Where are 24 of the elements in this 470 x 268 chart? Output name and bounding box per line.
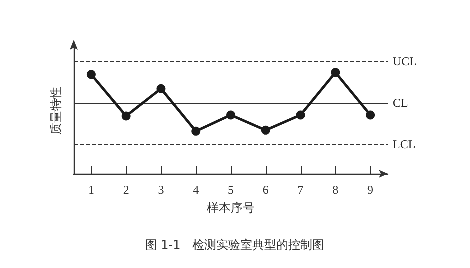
- x-tick-label: 1: [88, 183, 94, 197]
- x-tick-label: 7: [298, 183, 304, 197]
- x-tick-label: 4: [193, 183, 200, 197]
- ref-line-label: CL: [393, 96, 408, 110]
- point: [192, 126, 201, 136]
- x-tick-label: 2: [123, 183, 130, 197]
- ref-line-label: LCL: [393, 138, 416, 152]
- point: [86, 70, 96, 80]
- x-tick-label: 6: [262, 183, 269, 197]
- y-axis-title: 质量特性: [49, 87, 63, 135]
- x-tick-label: 5: [228, 183, 234, 197]
- point: [226, 110, 236, 120]
- point: [261, 126, 270, 135]
- text: 图 1-1 检测实验室典型的控制图: [145, 238, 325, 252]
- point: [331, 68, 340, 78]
- point: [122, 112, 131, 121]
- point: [296, 110, 306, 120]
- x-tick-label: 8: [332, 183, 339, 197]
- point: [156, 84, 166, 94]
- x-axis-title: 样本序号: [207, 201, 255, 215]
- ref-line-label: UCL: [393, 54, 417, 68]
- point: [366, 110, 376, 120]
- x-tick-label: 3: [158, 183, 164, 197]
- x-tick-label: 9: [368, 183, 374, 197]
